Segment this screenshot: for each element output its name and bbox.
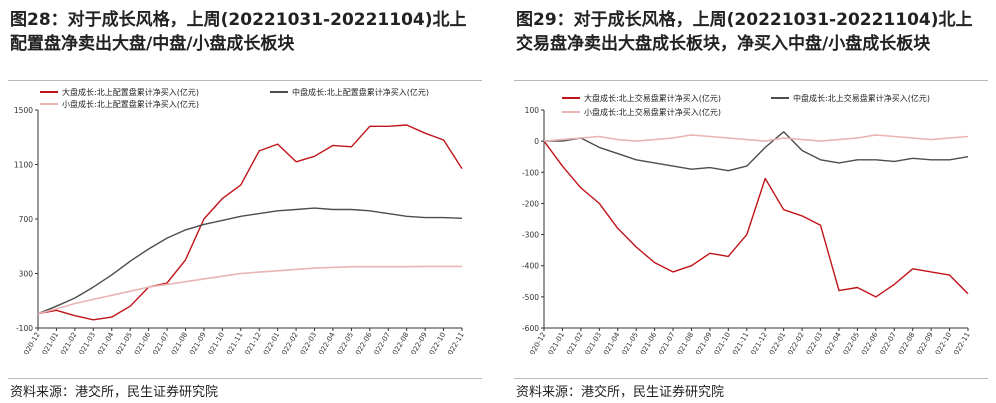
x-tick-label: 2022-04 [315,331,337,354]
y-tick-label: -100 [16,324,33,333]
x-tick-label: 2021-08 [674,331,696,354]
x-tick-label: 2021-05 [618,331,640,354]
series-line [543,140,969,298]
series-line [544,131,969,172]
y-tick-label: 300 [19,270,34,279]
x-tick-label: 2021-04 [600,331,622,354]
x-tick-label: 2022-03 [297,331,319,354]
x-tick-label: 2021-03 [75,331,97,354]
y-tick-label: 100 [525,106,540,115]
x-tick-label: 2021-02 [563,331,585,354]
y-tick-label: -600 [522,324,539,333]
legend-label: 大盘成长:北上配置盘累计净买入(亿元) [62,87,199,97]
x-tick-label: 2021-03 [581,331,603,354]
x-tick-label: 2020-12 [20,331,42,354]
x-tick-label: 2022-04 [821,331,843,354]
series-line [37,265,462,315]
x-tick-label: 2020-12 [526,331,548,354]
x-tick-label: 2021-02 [57,331,79,354]
x-tick-label: 2021-08 [168,331,190,354]
series-line [37,124,463,321]
source-note: 资料来源：港交所，民生证券研究院 [10,385,219,400]
x-tick-label: 2022-07 [370,331,392,354]
series-line [37,207,463,315]
x-tick-label: 2021-01 [545,331,567,354]
x-tick-label: 2022-06 [858,331,880,354]
line-chart: -100300700110015002020-122021-012021-022… [14,87,466,354]
x-tick-label: 2022-08 [895,331,917,354]
chart-title: 图28：对于成长风格，上周(20221031-20221104)北上配置盘净卖出… [10,10,467,54]
x-tick-label: 2022-02 [278,331,300,354]
x-tick-label: 2021-10 [711,331,733,354]
x-tick-label: 2022-01 [260,331,282,354]
x-tick-label: 2021-06 [637,331,659,354]
x-tick-label: 2022-07 [876,331,898,354]
y-tick-label: -500 [522,293,539,302]
y-tick-label: -200 [522,199,539,208]
x-tick-label: 2021-07 [655,331,677,354]
divider [8,378,482,379]
x-tick-label: 2022-05 [334,331,356,354]
divider [514,378,988,379]
y-tick-label: 1100 [14,161,33,170]
x-tick-label: 2021-04 [94,331,116,354]
y-tick-label: -100 [522,168,539,177]
x-tick-label: 2021-05 [112,331,134,354]
x-tick-label: 2021-06 [131,331,153,354]
line-chart: -600-500-400-300-200-10001002020-122021-… [522,93,972,354]
divider [514,80,988,81]
x-tick-label: 2022-11 [444,331,466,354]
x-tick-label: 2022-09 [913,331,935,354]
x-tick-label: 2021-12 [241,331,263,354]
x-tick-label: 2022-10 [932,331,954,354]
x-tick-label: 2021-11 [729,331,751,354]
x-tick-label: 2022-03 [803,331,825,354]
divider [8,80,482,81]
x-tick-label: 2021-11 [223,331,245,354]
source-note: 资料来源：港交所，民生证券研究院 [516,385,725,400]
series-line [543,134,969,142]
x-tick-label: 2021-09 [186,331,208,354]
y-tick-label: 1500 [14,106,33,115]
legend-label: 中盘成长:北上交易盘累计净买入(亿元) [793,93,930,103]
chart-title: 图29：对于成长风格，上周(20221031-20221104)北上交易盘净卖出… [516,10,973,54]
x-tick-label: 2022-01 [766,331,788,354]
x-tick-label: 2022-06 [352,331,374,354]
x-tick-label: 2022-09 [407,331,429,354]
chart-panel-left: 图28：对于成长风格，上周(20221031-20221104)北上配置盘净卖出… [0,0,490,403]
x-tick-label: 2021-07 [149,331,171,354]
y-tick-label: 700 [19,215,34,224]
x-tick-label: 2022-02 [784,331,806,354]
legend-label: 小盘成长:北上配置盘累计净买入(亿元) [62,99,199,109]
y-tick-label: 0 [534,137,539,146]
x-tick-label: 2022-08 [389,331,411,354]
x-tick-label: 2021-10 [205,331,227,354]
y-tick-label: -400 [522,262,539,271]
x-tick-label: 2021-01 [39,331,61,354]
x-tick-label: 2022-05 [840,331,862,354]
x-tick-label: 2022-10 [426,331,448,354]
x-tick-label: 2021-12 [747,331,769,354]
legend-label: 大盘成长:北上交易盘累计净买入(亿元) [584,93,721,103]
x-tick-label: 2022-11 [950,331,972,354]
legend-label: 小盘成长:北上交易盘累计净买入(亿元) [584,107,721,117]
legend-label: 中盘成长:北上配置盘累计净买入(亿元) [292,87,429,97]
x-tick-label: 2021-09 [692,331,714,354]
chart-panel-right: 图29：对于成长风格，上周(20221031-20221104)北上交易盘净卖出… [506,0,996,403]
y-tick-label: -300 [522,231,539,240]
